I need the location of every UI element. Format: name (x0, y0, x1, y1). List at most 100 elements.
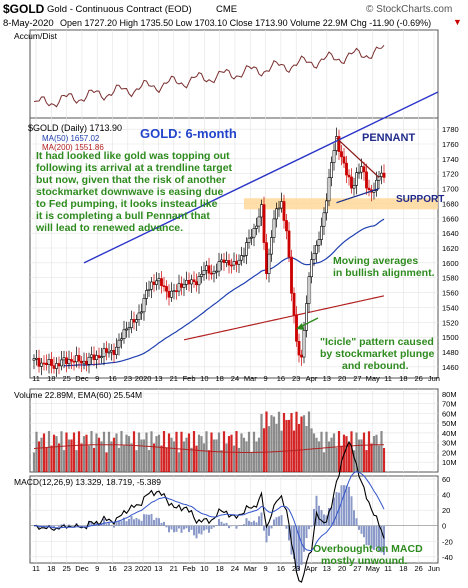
candle-body (362, 166, 366, 173)
macd-histogram-bar (113, 525, 115, 528)
price-tick-label: 1580 (442, 274, 459, 283)
volume-bar (337, 431, 341, 472)
candle-body (82, 360, 86, 364)
macd-histogram-bar (150, 513, 153, 526)
watermark: © StockCharts.com (366, 4, 453, 15)
icicle-note-line: and rebound. (342, 360, 409, 372)
candle-body (267, 253, 271, 274)
commentary-line: it is completing a bull Pennant that (36, 210, 210, 222)
candle-body (265, 242, 268, 274)
candle-body (332, 150, 336, 163)
x-tick-label: Jun (428, 374, 440, 383)
macd-histogram-bar (90, 521, 93, 526)
price-tick-label: 1760 (442, 140, 459, 149)
candle-body (130, 319, 133, 328)
volume-bar (377, 445, 381, 472)
macd-tick-label: -40 (442, 553, 453, 562)
chart-exchange: CME (216, 4, 238, 15)
chart-annotation-title: GOLD: 6-month (140, 126, 237, 141)
macd-histogram-bar (323, 514, 325, 526)
commentary-line: following its arrival at a trendline tar… (36, 162, 233, 174)
volume-bar (282, 412, 286, 472)
volume-bar (230, 434, 233, 472)
candle-body (317, 239, 321, 246)
candle-body (250, 236, 253, 239)
candle-body (97, 355, 101, 359)
price-tick-label: 1780 (442, 125, 459, 134)
volume-bar (382, 447, 386, 472)
macd-histogram-bar (135, 517, 138, 526)
macd-histogram-bar (373, 525, 375, 550)
ma200-label: MA(200) 1551.86 (42, 143, 104, 152)
volume-bar (82, 436, 86, 472)
volume-bar (120, 431, 123, 472)
volume-ema-line (33, 444, 384, 453)
volume-bar (65, 432, 68, 472)
candle-body (365, 171, 368, 189)
volume-bar (62, 450, 66, 472)
x-tick-label: 9 (95, 374, 99, 383)
x-tick-label: 9 (263, 564, 267, 573)
candle-body (215, 270, 218, 273)
macd-histogram-bar (203, 525, 205, 531)
x-tick-label: 10 (200, 564, 208, 573)
volume-bar (85, 434, 88, 472)
volume-bar (160, 445, 163, 472)
candle-body (195, 281, 198, 286)
ma-note-line: in bullish alignment. (333, 267, 435, 279)
macd-histogram-bar (240, 525, 243, 526)
macd-histogram-bar (65, 525, 68, 527)
candle-body (282, 201, 286, 221)
macd-histogram-bar (130, 515, 133, 526)
price-tick-label: 1700 (442, 185, 459, 194)
candle-body (207, 265, 211, 274)
x-tick-label: Dec (75, 564, 89, 573)
macd-histogram-bar (138, 519, 140, 526)
candle-body (212, 270, 216, 274)
candle-body (165, 286, 168, 292)
candle-body (320, 225, 323, 240)
volume-label: Volume 22.89M, EMA(60) 25.54M (14, 390, 143, 400)
volume-tick-label: 50M (442, 419, 457, 428)
volume-bar (257, 437, 261, 472)
x-tick-label: 2020 (135, 374, 152, 383)
candle-body (202, 270, 206, 275)
price-tick-label: 1660 (442, 214, 459, 223)
macd-histogram-bar (195, 525, 198, 539)
macd-histogram-bar (155, 517, 158, 526)
volume-bar (70, 439, 73, 472)
candle-body (127, 327, 131, 330)
x-tick-label: 13 (154, 564, 162, 573)
candle-body (235, 261, 238, 265)
candle-body (147, 288, 151, 291)
candle-body (355, 172, 358, 186)
x-tick-label: 25 (62, 564, 70, 573)
volume-bar (275, 423, 278, 472)
macd-histogram-bar (165, 525, 168, 528)
volume-bar (205, 431, 208, 472)
macd-histogram-bar (305, 525, 308, 539)
candle-body (300, 354, 303, 358)
volume-bar (90, 431, 93, 472)
macd-histogram-bar (333, 497, 335, 526)
macd-histogram-bar (105, 523, 108, 526)
volume-bar (190, 447, 193, 472)
candle-body (377, 176, 381, 181)
macd-histogram-bar (253, 520, 255, 526)
volume-bar (200, 436, 203, 472)
volume-bar (292, 430, 296, 472)
macd-histogram-bar (260, 512, 263, 526)
volume-bar (172, 441, 176, 472)
volume-bar (42, 433, 46, 472)
macd-histogram-bar (248, 520, 250, 526)
macd-histogram-bar (258, 516, 260, 526)
volume-bar (60, 431, 63, 472)
volume-bar (237, 447, 241, 472)
volume-bar (182, 441, 186, 472)
price-tick-label: 1500 (442, 333, 459, 342)
ma50-line (63, 218, 385, 367)
volume-bar (215, 439, 218, 472)
candle-body (185, 280, 188, 285)
x-tick-label: 16 (277, 374, 285, 383)
